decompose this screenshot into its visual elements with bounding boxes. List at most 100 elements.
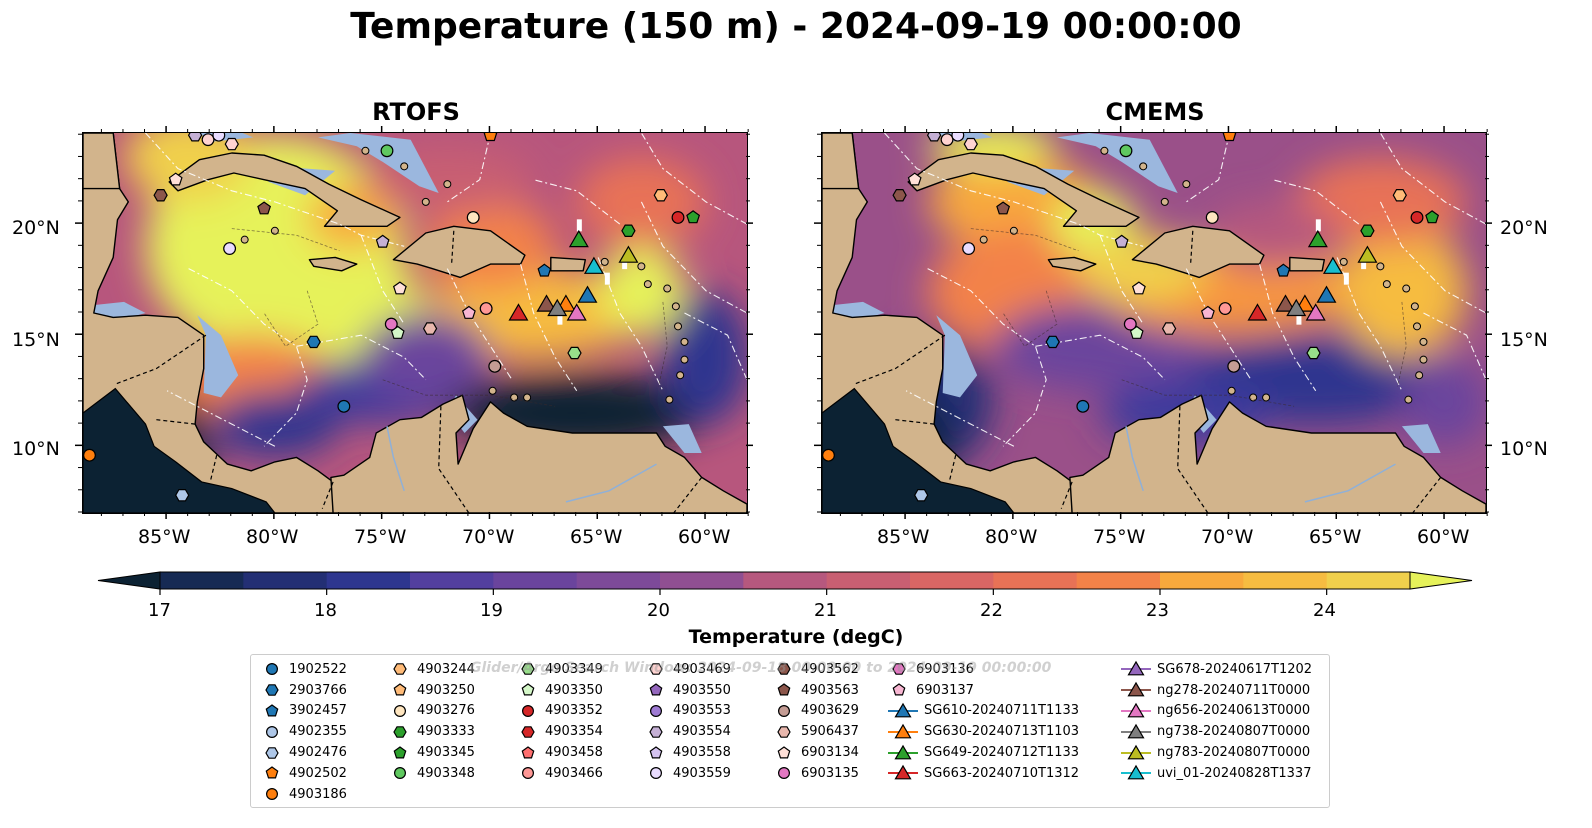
glider-track	[1343, 272, 1349, 285]
legend-label: ng738-20240807T0000	[1157, 724, 1311, 740]
legend-label: 4903352	[545, 703, 603, 719]
temperature-blob	[1294, 157, 1467, 247]
legend-label: SG610-20240711T1133	[924, 703, 1080, 719]
legend-label: 4903333	[417, 724, 475, 740]
glider-track	[576, 219, 582, 232]
legend-marker-icon	[888, 702, 918, 718]
legend-label: ng656-20240613T0000	[1157, 703, 1311, 719]
eez-boundary	[446, 133, 492, 203]
panel-title-cmems: CMEMS	[1105, 98, 1205, 126]
lon-tick-right-60w: 60°W	[1417, 526, 1470, 548]
colorbar-bin	[910, 572, 994, 589]
map-marker	[1123, 317, 1137, 331]
legend-label: 4903244	[417, 661, 475, 677]
legend-label: 4903550	[673, 682, 731, 698]
legend-item: SG649-20240712T1133	[888, 742, 1079, 763]
island	[1182, 180, 1191, 189]
legend-item: 5906437	[773, 721, 859, 742]
map-marker	[566, 303, 587, 321]
legend-item: 4902476	[261, 742, 347, 763]
map-marker	[962, 242, 976, 256]
map-marker	[488, 359, 502, 373]
land-hispaniola	[392, 225, 526, 279]
colorbar-bin	[160, 572, 244, 589]
shallow-shelf	[197, 315, 239, 398]
legend-item: 4903466	[517, 763, 603, 784]
map-rtofs-canvas	[83, 133, 747, 513]
legend-marker	[393, 663, 407, 676]
map-marker	[926, 133, 942, 142]
legend-marker-icon	[888, 723, 918, 739]
map-cmems	[821, 132, 1487, 514]
land-southAmerica	[330, 394, 747, 513]
legend-label: SG663-20240710T1312	[924, 765, 1080, 781]
country-border	[1177, 406, 1209, 513]
glider-track	[1361, 257, 1367, 270]
legend-marker-icon	[649, 725, 663, 738]
eez-boundary	[1099, 235, 1144, 325]
legend-marker-icon	[777, 767, 791, 780]
map-marker	[461, 305, 476, 319]
legend-item: 4903276	[389, 701, 475, 722]
legend-marker-icon	[265, 766, 279, 779]
map-marker	[392, 281, 407, 295]
legend-item: 1902522	[261, 659, 347, 680]
legend-marker	[777, 745, 791, 759]
eez-boundary	[684, 312, 747, 380]
legend-item: ng783-20240807T0000	[1121, 742, 1312, 763]
legend-label: 4902502	[289, 765, 347, 781]
island	[1376, 262, 1385, 271]
map-marker	[175, 489, 190, 502]
map-cmems-canvas	[822, 133, 1486, 513]
island	[443, 180, 452, 189]
map-marker	[1200, 305, 1215, 319]
legend-marker-icon	[393, 725, 407, 738]
bathymetry-contour	[970, 228, 1079, 252]
legend-marker-icon	[1121, 661, 1151, 676]
map-marker	[212, 133, 226, 142]
legend-marker-icon	[888, 744, 918, 759]
map-marker	[822, 448, 835, 462]
map-marker	[1357, 245, 1378, 263]
island	[1227, 386, 1236, 395]
lat-tick-right-20n: 20°N	[1500, 217, 1548, 239]
eez-boundary	[446, 268, 513, 380]
bathymetry-contour	[658, 301, 668, 387]
land-jamaica	[308, 256, 358, 272]
island	[665, 395, 674, 404]
eez-boundary	[1336, 257, 1403, 392]
colorbar-tick-24: 24	[1313, 600, 1336, 621]
legend-marker	[649, 683, 663, 696]
colorbar-bin	[1076, 572, 1161, 589]
legend-label: 4903562	[801, 661, 859, 677]
colorbar-bin	[743, 572, 828, 589]
legend-marker-icon	[1121, 702, 1151, 718]
land-yucatanTop	[83, 133, 121, 190]
map-marker	[306, 335, 321, 349]
legend-label: 4903350	[545, 682, 603, 698]
map-marker	[224, 137, 239, 151]
eez-boundary	[905, 390, 1015, 447]
legend-label: 4903559	[673, 765, 731, 781]
legend-marker-icon	[265, 725, 279, 738]
lat-tick-left-15n: 15°N	[12, 329, 60, 351]
legend-label: 4903466	[545, 765, 603, 781]
legend-marker-icon	[1121, 765, 1151, 780]
pacific-coast	[83, 387, 276, 513]
legend-label: 4903563	[801, 682, 859, 698]
country-border	[1412, 477, 1442, 513]
legend-marker-icon	[649, 704, 663, 717]
legend-marker-icon	[1121, 681, 1151, 697]
legend-label: 4903553	[673, 703, 731, 719]
lon-tick-right-65w: 65°W	[1309, 526, 1362, 548]
island	[1413, 322, 1422, 331]
map-marker	[1322, 256, 1343, 274]
legend-item: 6903137	[888, 680, 1079, 701]
map-marker	[547, 298, 568, 317]
island	[1382, 280, 1391, 289]
island	[1419, 355, 1428, 364]
legend-label: 4903554	[673, 724, 731, 740]
island	[400, 162, 409, 171]
country-border	[1190, 230, 1194, 265]
colorbar-bin	[1243, 572, 1328, 589]
